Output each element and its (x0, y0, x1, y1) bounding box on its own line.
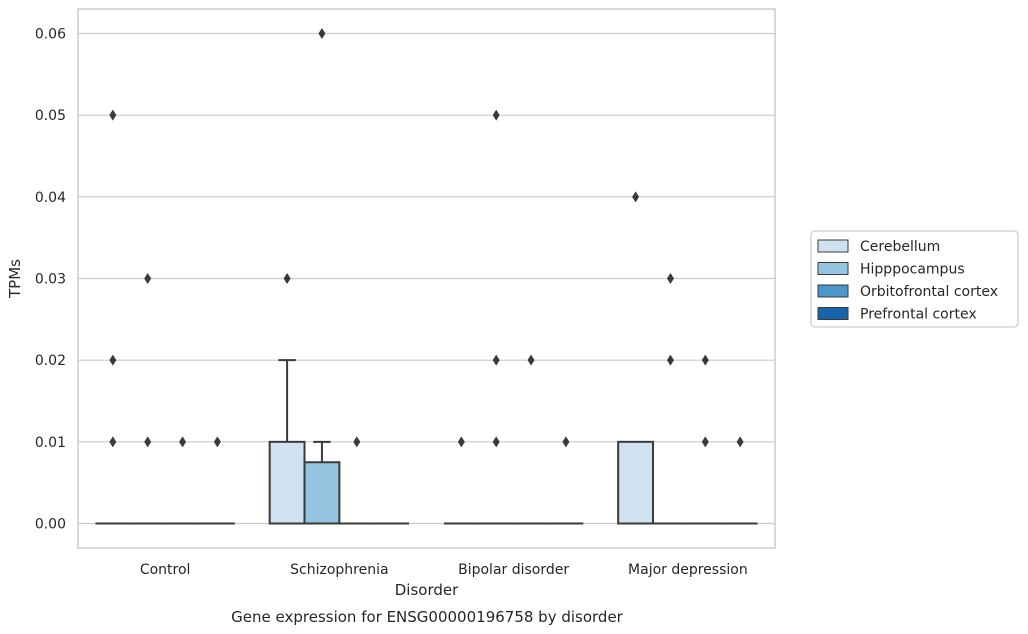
outlier-point (318, 28, 326, 39)
gridlines (78, 32, 775, 525)
outlier-point (632, 191, 640, 203)
outlier-point (283, 273, 291, 284)
legend-label: Cerebellum (860, 239, 940, 255)
box-rect (268, 440, 306, 525)
legend-frame (810, 230, 1019, 328)
outlier-point (492, 109, 500, 121)
outlier-point (666, 273, 674, 284)
legend-swatch (817, 307, 849, 320)
x-tick-label: Schizophrenia (290, 562, 388, 578)
y-tick-label: 0.02 (35, 353, 66, 369)
y-tick-label: 0.01 (35, 435, 66, 451)
outlier-point (353, 436, 361, 448)
outlier-point (736, 436, 744, 448)
legend-label: Prefrontal cortex (860, 307, 977, 323)
legend-label: Orbitofrontal cortex (860, 284, 998, 300)
outlier-point (457, 436, 465, 448)
outlier-point (144, 273, 152, 284)
y-tick-label: 0.00 (35, 517, 66, 533)
outlier-layer (109, 28, 744, 448)
chart-title: Gene expression for ENSG00000196758 by d… (231, 608, 624, 626)
legend-swatch (817, 284, 849, 298)
outlier-point (666, 354, 674, 366)
box-1-1 (303, 440, 341, 525)
outlier-point (701, 436, 709, 448)
outlier-point (213, 436, 221, 448)
outlier-point (492, 436, 500, 448)
box-rect (303, 461, 341, 525)
outlier-point (109, 109, 117, 121)
outlier-point (109, 354, 117, 366)
y-tick-label: 0.06 (35, 27, 66, 43)
y-tick-label: 0.05 (35, 108, 66, 124)
plot-frame (77, 8, 776, 549)
x-tick-label: Bipolar disorder (458, 562, 569, 578)
outlier-point (492, 354, 500, 366)
box-1-0 (268, 359, 306, 525)
box-3-0 (617, 440, 655, 525)
x-tick-label: Major depression (628, 562, 748, 578)
x-tick-label: Control (140, 562, 191, 578)
outlier-point (109, 436, 117, 448)
legend-swatch (817, 262, 849, 275)
outlier-point (562, 436, 570, 448)
legend: Cerebellum Hipppocampus Orbitofrontal cort… (810, 230, 1019, 328)
y-axis-label: TPMs (6, 259, 24, 299)
box-layer (95, 359, 758, 525)
x-tick-labels: Control Schizophrenia Bipolar disorder Majo… (140, 562, 748, 578)
y-tick-label: 0.04 (35, 190, 66, 206)
y-tick-labels: 0.00 0.01 0.02 0.03 0.04 0.05 0.06 (35, 27, 66, 533)
outlier-point (144, 436, 152, 448)
y-tick-label: 0.03 (35, 272, 66, 288)
x-axis-label: Disorder (395, 581, 459, 599)
outlier-point (527, 354, 535, 366)
outlier-point (179, 436, 187, 448)
legend-label: Hipppocampus (860, 262, 965, 278)
outlier-point (701, 354, 709, 366)
legend-swatch (817, 239, 849, 253)
box-rect (617, 440, 655, 525)
